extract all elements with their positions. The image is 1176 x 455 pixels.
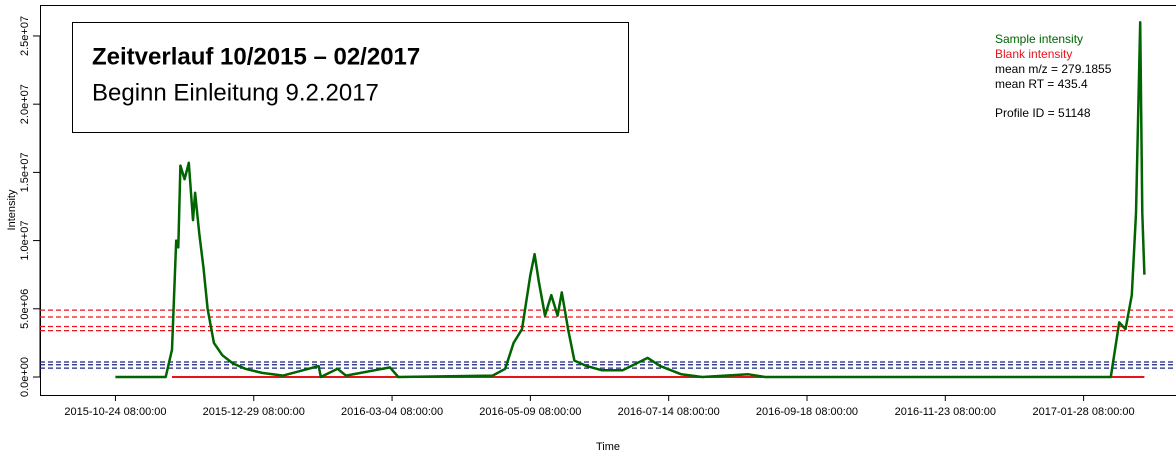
y-tick-label: 0.0e+00 xyxy=(19,357,31,397)
x-tick-label: 2016-11-23 08:00:00 xyxy=(895,406,996,418)
x-tick-label: 2016-03-04 08:00:00 xyxy=(341,406,443,418)
legend-entry: Sample intensity xyxy=(995,32,1083,46)
annotation: mean RT = 435.4 xyxy=(995,77,1088,91)
y-tick-label: 1.5e+07 xyxy=(19,152,31,192)
series-line xyxy=(115,21,1146,379)
annotation: mean m/z = 279.1855 xyxy=(995,62,1112,76)
y-tick-label: 5.0e+06 xyxy=(19,289,31,329)
y-tick-label: 2.5e+07 xyxy=(19,16,31,56)
x-tick-label: 2016-07-14 08:00:00 xyxy=(618,406,720,418)
x-tick-label: 2016-09-18 08:00:00 xyxy=(756,406,858,418)
x-tick-label: 2015-10-24 08:00:00 xyxy=(64,406,166,418)
title-box xyxy=(72,22,629,133)
chart-subtitle: Beginn Einleitung 9.2.2017 xyxy=(92,79,379,106)
y-axis-label: Intensity xyxy=(6,189,18,230)
x-tick-label: 2015-12-29 08:00:00 xyxy=(203,406,305,418)
x-tick-label: 2016-05-09 08:00:00 xyxy=(479,406,581,418)
x-axis-label: Time xyxy=(596,441,620,453)
chart-title: Zeitverlauf 10/2015 – 02/2017 xyxy=(92,43,420,70)
y-tick-label: 1.0e+07 xyxy=(19,221,31,261)
legend-entry: Blank intensity xyxy=(995,47,1072,61)
x-tick-label: 2017-01-28 08:00:00 xyxy=(1033,406,1135,418)
y-tick-label: 2.0e+07 xyxy=(19,84,31,124)
annotation: Profile ID = 51148 xyxy=(995,106,1091,120)
